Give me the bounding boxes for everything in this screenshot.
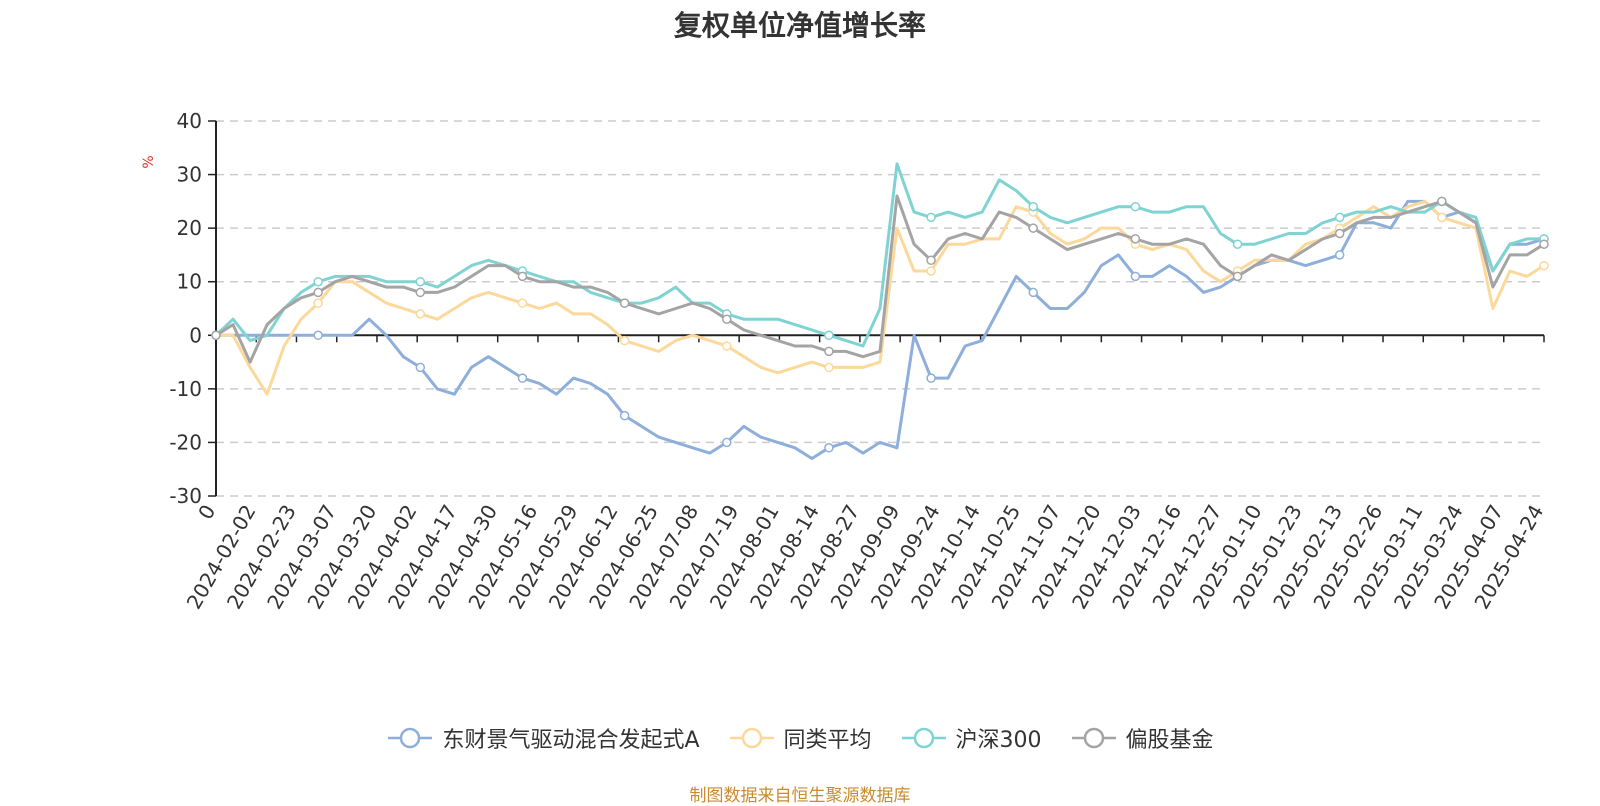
data-point bbox=[926, 373, 936, 383]
y-tick-label: -10 bbox=[169, 377, 202, 401]
series-line bbox=[215, 194, 1545, 364]
data-point bbox=[1130, 201, 1141, 212]
data-point bbox=[722, 314, 732, 324]
legend-label: 东财景气驱动混合发起式A bbox=[442, 728, 700, 753]
data-point bbox=[824, 443, 834, 453]
y-tick-label: 30 bbox=[177, 163, 202, 187]
data-point bbox=[415, 362, 426, 373]
data-point bbox=[211, 330, 221, 341]
x-tick-label: 0 bbox=[193, 501, 220, 524]
legend-item[interactable]: 偏股基金 bbox=[1070, 722, 1214, 754]
data-point bbox=[824, 346, 834, 357]
legend-label: 同类平均 bbox=[783, 728, 872, 753]
y-tick-label: 20 bbox=[177, 216, 202, 240]
data-point bbox=[619, 335, 630, 346]
data-point bbox=[1130, 271, 1141, 282]
data-point bbox=[619, 410, 630, 421]
data-source-note: 制图数据来自恒生聚源数据库 bbox=[689, 786, 911, 806]
y-tick-label: 10 bbox=[177, 270, 202, 294]
data-point bbox=[1334, 250, 1345, 260]
data-point bbox=[1028, 201, 1038, 212]
legend-swatch-marker bbox=[741, 727, 762, 749]
y-axis-unit-label: % bbox=[141, 155, 157, 168]
legend-item[interactable]: 沪深300 bbox=[900, 722, 1042, 754]
data-point bbox=[517, 373, 528, 383]
data-point bbox=[619, 298, 630, 308]
data-point bbox=[415, 309, 426, 319]
data-point bbox=[926, 266, 936, 276]
data-point bbox=[1437, 196, 1447, 207]
data-point bbox=[722, 437, 732, 448]
legend-swatch bbox=[901, 727, 946, 749]
data-point bbox=[1028, 287, 1038, 298]
data-point bbox=[313, 330, 323, 341]
data-point bbox=[722, 341, 732, 351]
data-point bbox=[1232, 271, 1243, 282]
data-point bbox=[1539, 239, 1549, 249]
chart-title: 复权单位净值增长率 bbox=[673, 9, 926, 42]
y-tick-label: 0 bbox=[189, 323, 202, 347]
data-point bbox=[517, 298, 528, 308]
legend-swatch-marker bbox=[913, 727, 934, 749]
y-tick-label: 40 bbox=[177, 109, 202, 133]
series-line bbox=[214, 162, 1544, 348]
data-point bbox=[1028, 223, 1038, 233]
legend-swatch-marker bbox=[400, 727, 421, 749]
series-line bbox=[216, 199, 1545, 460]
data-point bbox=[415, 276, 426, 287]
chart-legend: 东财景气驱动混合发起式A 同类平均 沪深300 偏股基金 bbox=[0, 722, 1600, 754]
axes: 403020100-10-20-3002024-02-022024-02-232… bbox=[169, 109, 1548, 613]
data-point bbox=[415, 287, 426, 298]
data-point bbox=[313, 298, 323, 308]
series-3 bbox=[211, 194, 1549, 364]
data-point bbox=[926, 255, 936, 266]
legend-label: 偏股基金 bbox=[1125, 728, 1214, 753]
legend-swatch bbox=[388, 727, 433, 749]
data-point bbox=[517, 271, 528, 282]
legend-item[interactable]: 东财景气驱动混合发起式A bbox=[386, 722, 700, 754]
data-point bbox=[1334, 212, 1345, 223]
data-point bbox=[824, 362, 834, 373]
legend-label: 沪深300 bbox=[955, 728, 1042, 753]
legend-swatch bbox=[1071, 727, 1116, 749]
legend-swatch-marker bbox=[1083, 727, 1104, 749]
data-point bbox=[1437, 212, 1447, 223]
legend-item[interactable]: 同类平均 bbox=[728, 722, 872, 754]
data-point bbox=[1130, 234, 1141, 244]
data-point bbox=[313, 287, 323, 298]
data-point bbox=[1539, 260, 1549, 271]
series-0 bbox=[211, 199, 1549, 460]
legend-swatch bbox=[729, 727, 774, 749]
y-tick-label: -30 bbox=[169, 484, 202, 508]
data-point bbox=[1232, 239, 1243, 249]
data-point bbox=[313, 276, 323, 287]
y-tick-label: -20 bbox=[169, 430, 202, 454]
series-2 bbox=[211, 162, 1549, 348]
series-layer bbox=[211, 162, 1549, 460]
data-point bbox=[1334, 228, 1345, 239]
data-point bbox=[824, 330, 834, 341]
data-point bbox=[926, 212, 936, 223]
